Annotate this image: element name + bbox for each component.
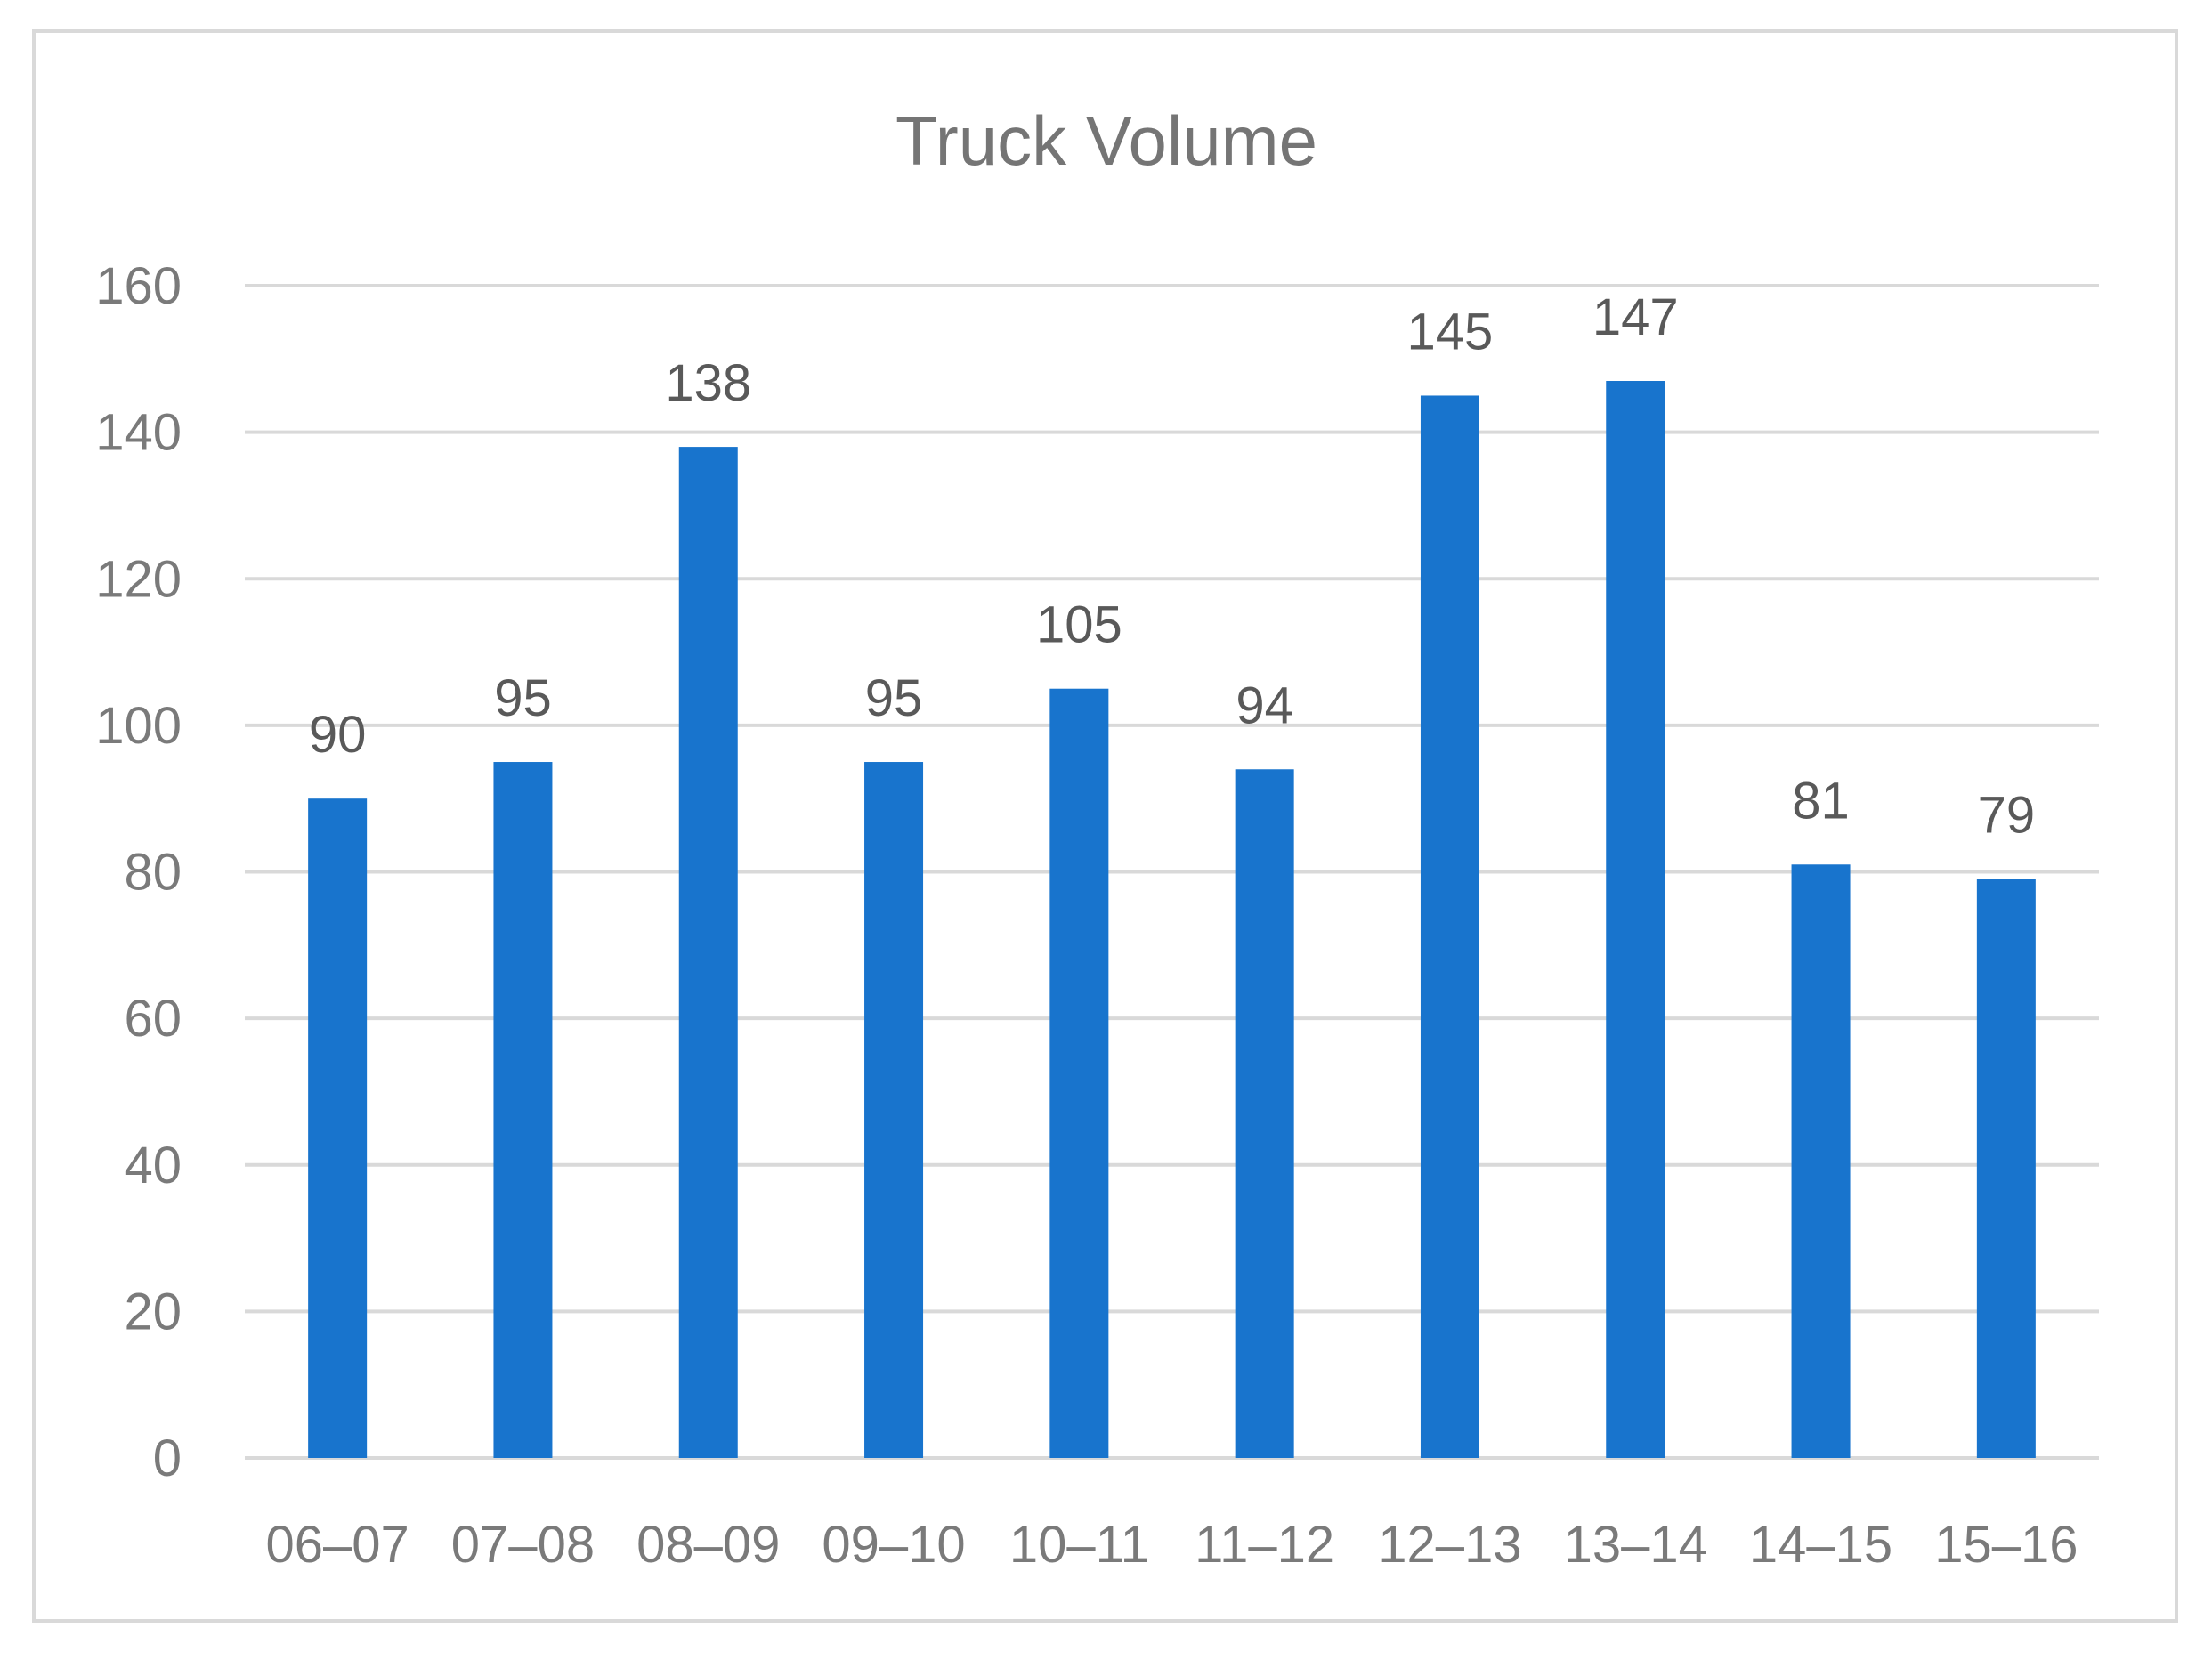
- x-tick-label: 15–16: [1934, 1516, 2078, 1574]
- y-tick-label: 40: [124, 1137, 182, 1194]
- x-tick-label: 08–09: [636, 1516, 780, 1574]
- data-label: 147: [1592, 288, 1679, 346]
- bar: [308, 798, 368, 1458]
- x-tick-label: 10–11: [1009, 1516, 1149, 1574]
- y-tick-label: 20: [124, 1283, 182, 1340]
- bar: [678, 447, 738, 1458]
- y-tick-label: 160: [95, 257, 182, 315]
- y-tick-label: 140: [95, 404, 182, 462]
- gridlines: [245, 284, 2099, 1460]
- bars: [308, 381, 2036, 1459]
- data-labels: 90 95 138 95 105 94 145 147 81 79: [309, 288, 2035, 845]
- chart-title: Truck Volume: [895, 101, 1317, 180]
- bar: [1606, 381, 1665, 1459]
- data-label: 105: [1036, 596, 1122, 654]
- y-tick-label: 60: [124, 990, 182, 1048]
- y-tick-label: 80: [124, 844, 182, 902]
- data-label: 138: [665, 354, 751, 412]
- bar: [1235, 769, 1294, 1458]
- data-label: 81: [1792, 772, 1850, 830]
- bar: [1049, 688, 1109, 1458]
- x-tick-label: 11–12: [1195, 1516, 1334, 1574]
- y-tick-label: 100: [95, 697, 182, 755]
- data-label: 94: [1236, 676, 1293, 734]
- x-tick-label: 12–13: [1378, 1516, 1521, 1574]
- data-label: 95: [494, 669, 552, 727]
- y-tick-label: 0: [153, 1429, 182, 1487]
- y-axis-tick-labels: 0 20 40 60 80 100 120 140 160: [95, 257, 182, 1487]
- bar: [1420, 395, 1479, 1458]
- bar: [1791, 864, 1851, 1458]
- x-tick-label: 13–14: [1564, 1516, 1707, 1574]
- x-tick-label: 06–07: [266, 1516, 409, 1574]
- data-label: 79: [1978, 787, 2036, 845]
- x-tick-label: 09–10: [822, 1516, 965, 1574]
- bar: [493, 762, 553, 1458]
- bar: [864, 762, 924, 1458]
- data-label: 90: [309, 706, 367, 764]
- x-tick-label: 07–08: [451, 1516, 595, 1574]
- y-tick-label: 120: [95, 550, 182, 608]
- x-tick-label: 14–15: [1749, 1516, 1892, 1574]
- data-label: 145: [1407, 303, 1494, 360]
- data-label: 95: [865, 669, 923, 727]
- bar: [1976, 879, 2036, 1458]
- x-axis-tick-labels: 06–07 07–08 08–09 09–10 10–11 11–12 12–13 13–14…: [266, 1516, 2078, 1574]
